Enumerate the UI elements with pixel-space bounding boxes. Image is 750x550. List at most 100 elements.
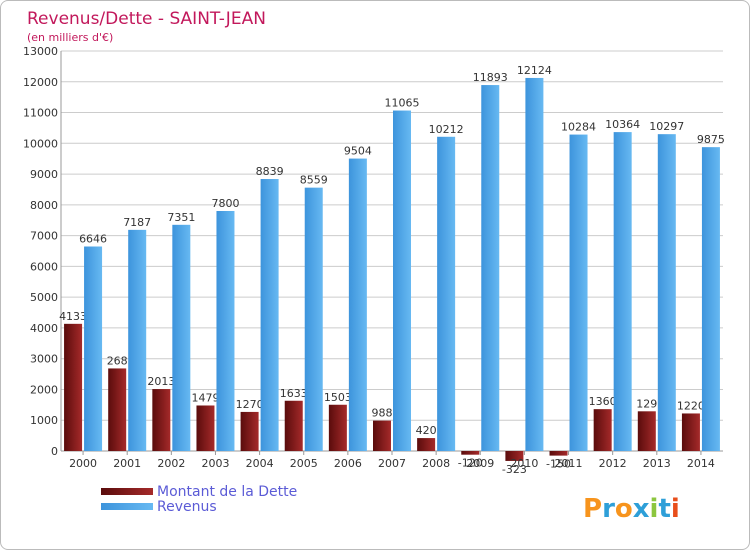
- chart-title: Revenus/Dette - SAINT-JEAN: [27, 9, 266, 29]
- y-tick-label: 1000: [30, 414, 58, 427]
- revenue-bar: [84, 246, 103, 451]
- y-tick-label: 6000: [30, 260, 58, 273]
- revenue-bar: [657, 134, 676, 451]
- debt-value-label: 1633: [280, 387, 308, 400]
- proxiti-logo: Proxiti: [583, 494, 680, 524]
- revenue-value-label: 9875: [697, 133, 725, 146]
- debt-bar: [593, 409, 612, 451]
- debt-value-label: 1479: [191, 391, 219, 404]
- y-tick-label: 7000: [30, 230, 58, 243]
- y-tick-label: 4000: [30, 322, 58, 335]
- debt-value-label: 129: [636, 397, 657, 410]
- proxiti-logo-letter: i: [650, 494, 659, 524]
- revenue-bar: [172, 224, 191, 451]
- revenue-bar: [216, 211, 235, 451]
- revenue-bar: [613, 132, 632, 451]
- revenue-value-label: 10364: [605, 118, 640, 131]
- debt-value-label: -120: [458, 457, 483, 470]
- x-tick-label: 2009: [466, 457, 494, 470]
- y-tick-label: 3000: [30, 353, 58, 366]
- revenue-bar: [437, 136, 456, 452]
- revenue-bar: [304, 187, 323, 451]
- debt-value-label: 4133: [59, 310, 87, 323]
- proxiti-logo-letter: P: [583, 494, 602, 524]
- revenue-value-label: 7800: [211, 197, 239, 210]
- x-tick-label: 2007: [378, 457, 406, 470]
- x-tick-label: 2010: [510, 457, 538, 470]
- revenue-bar: [128, 229, 147, 451]
- bars: 4133 6646 268 7187 2013 7351 1479 7800 1270 8839 1…: [59, 64, 725, 476]
- x-tick-label: 2011: [555, 457, 583, 470]
- y-axis-ticks: 0 1000 2000 3000 4000 5000 6000 7000 8000 9000 100…: [23, 45, 58, 458]
- grid: [60, 50, 723, 452]
- legend-label: Montant de la Dette: [157, 484, 297, 500]
- legend-swatch: [101, 488, 153, 495]
- revenue-bar: [525, 77, 544, 451]
- revenue-value-label: 8839: [256, 165, 284, 178]
- revenue-value-label: 10212: [429, 123, 464, 136]
- legend-label: Revenus: [157, 499, 217, 515]
- revenue-value-label: 12124: [517, 64, 552, 77]
- debt-value-label: 1270: [236, 398, 264, 411]
- revenue-value-label: 11893: [473, 71, 508, 84]
- y-tick-label: 13000: [23, 45, 58, 58]
- revenue-bar: [569, 134, 588, 452]
- debt-value-label: 268: [107, 354, 128, 367]
- revenue-value-label: 10284: [561, 121, 596, 134]
- revenue-value-label: 7187: [123, 216, 151, 229]
- proxiti-logo-letter: t: [658, 494, 670, 524]
- y-tick-label: 5000: [30, 291, 58, 304]
- debt-bar: [64, 323, 83, 451]
- debt-bar: [328, 404, 347, 451]
- revenue-bar: [260, 179, 279, 451]
- x-tick-label: 2008: [422, 457, 450, 470]
- debt-value-label: 1360: [589, 395, 617, 408]
- debt-value-label: -150: [546, 458, 571, 471]
- y-tick-label: 0: [51, 445, 58, 458]
- legend-swatch: [101, 503, 153, 510]
- revenue-value-label: 8559: [300, 174, 328, 187]
- debt-bar: [108, 368, 127, 451]
- proxiti-logo-letter: o: [615, 494, 633, 524]
- proxiti-logo-text: Proxiti: [583, 494, 680, 524]
- x-axis-ticks: 2000 2001 2002 2003 2004 2005 2006 2007 2008 2009…: [69, 451, 715, 470]
- y-tick-label: 2000: [30, 383, 58, 396]
- debt-value-label: -323: [502, 463, 527, 476]
- debt-bar: [505, 451, 524, 461]
- debt-bar: [549, 451, 568, 456]
- debt-value-label: 988: [372, 407, 393, 420]
- revenue-value-label: 11065: [385, 97, 420, 110]
- debt-bar: [152, 389, 171, 451]
- debt-value-label: 2013: [147, 375, 175, 388]
- y-tick-label: 8000: [30, 199, 58, 212]
- revenue-bar: [393, 110, 411, 452]
- debt-bar: [417, 438, 436, 451]
- proxiti-logo-letter: x: [633, 494, 650, 524]
- x-tick-label: 2006: [334, 457, 362, 470]
- revenue-bar: [481, 85, 500, 452]
- debt-bar: [196, 405, 215, 451]
- x-tick-label: 2003: [201, 457, 229, 470]
- x-tick-label: 2005: [290, 457, 318, 470]
- y-tick-label: 12000: [23, 76, 58, 89]
- debt-value-label: 1220: [677, 399, 705, 412]
- debt-bar: [284, 400, 303, 451]
- x-tick-label: 2013: [643, 457, 671, 470]
- chart-subtitle: (en milliers d'€): [27, 31, 113, 44]
- x-tick-label: 2000: [69, 457, 97, 470]
- proxiti-logo-letter: r: [602, 494, 615, 524]
- x-tick-label: 2001: [113, 457, 141, 470]
- debt-value-label: 1503: [324, 391, 352, 404]
- x-tick-label: 2012: [599, 457, 627, 470]
- debt-bar: [637, 411, 656, 451]
- x-tick-label: 2002: [157, 457, 185, 470]
- x-tick-label: 2004: [246, 457, 274, 470]
- debt-bar: [681, 413, 700, 451]
- revenue-bar: [348, 158, 367, 452]
- debt-bar: [373, 420, 391, 451]
- debt-value-label: 420: [416, 424, 437, 437]
- proxiti-logo-letter: i: [671, 494, 680, 524]
- revenue-value-label: 6646: [79, 233, 107, 246]
